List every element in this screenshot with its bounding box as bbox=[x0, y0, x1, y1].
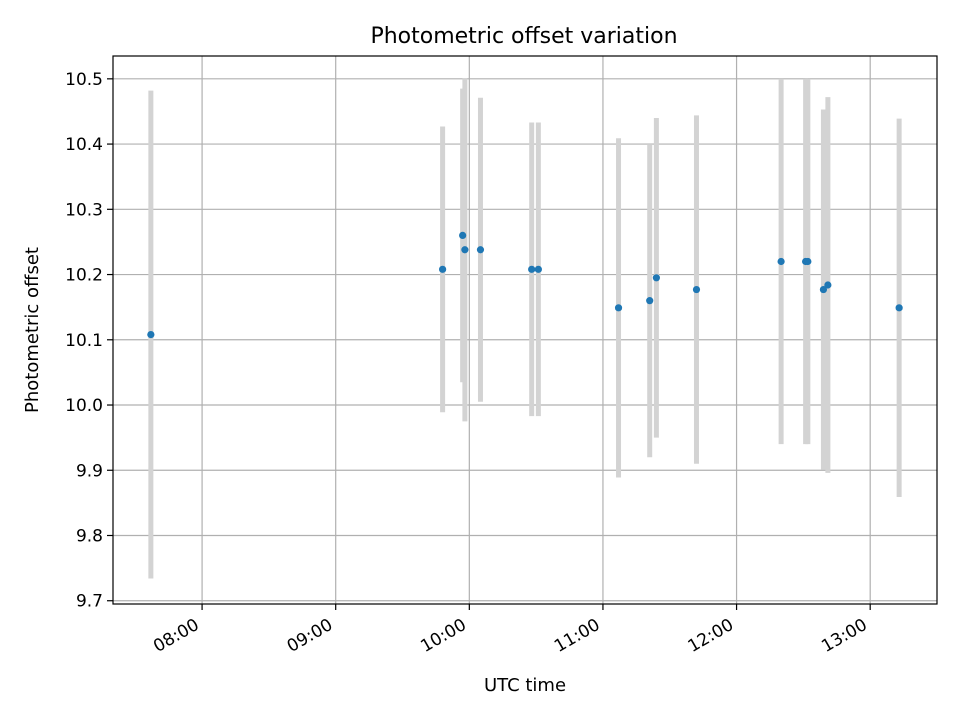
x-tick-label: 12:00 bbox=[685, 615, 737, 657]
data-point bbox=[476, 246, 485, 254]
grid bbox=[113, 56, 937, 604]
x-axis: 08:00 09:00 10:00 11:00 12:00 13:00 bbox=[150, 604, 871, 657]
y-tick-label: 10.4 bbox=[65, 135, 103, 155]
x-tick-label: 08:00 bbox=[150, 615, 202, 657]
error-bars bbox=[148, 78, 902, 579]
data-point bbox=[819, 285, 828, 294]
data-point bbox=[652, 274, 660, 282]
data-point bbox=[534, 265, 542, 273]
data-point bbox=[614, 304, 623, 312]
y-axis: 9.7 9.8 9.9 10.0 10.1 10.2 10.3 10.4 10.5 bbox=[65, 70, 113, 612]
data-point bbox=[528, 265, 536, 273]
data-points bbox=[147, 231, 903, 339]
x-axis-label: UTC time bbox=[484, 675, 566, 696]
data-point bbox=[777, 257, 785, 266]
data-point bbox=[804, 257, 812, 266]
data-point bbox=[439, 265, 447, 273]
data-point bbox=[147, 330, 155, 339]
y-tick-label: 10.0 bbox=[65, 396, 103, 416]
x-tick-label: 13:00 bbox=[818, 615, 870, 657]
y-tick-label: 9.7 bbox=[76, 592, 103, 612]
y-axis-label: Photometric offset bbox=[22, 247, 43, 413]
plot-frame bbox=[112, 55, 938, 605]
data-point bbox=[895, 304, 903, 312]
y-tick-label: 10.5 bbox=[65, 70, 103, 90]
x-tick-label: 09:00 bbox=[284, 615, 336, 657]
data-point bbox=[692, 285, 701, 294]
data-point bbox=[646, 297, 654, 305]
x-tick-label: 10:00 bbox=[417, 615, 469, 657]
y-tick-label: 9.8 bbox=[76, 527, 103, 547]
chart-title: Photometric offset variation bbox=[370, 24, 677, 49]
data-point bbox=[461, 246, 469, 254]
y-tick-label: 9.9 bbox=[76, 461, 103, 481]
y-tick-label: 10.3 bbox=[65, 200, 103, 220]
y-tick-label: 10.1 bbox=[65, 331, 103, 351]
data-point bbox=[824, 281, 832, 289]
data-point bbox=[459, 231, 467, 240]
x-tick-label: 11:00 bbox=[551, 615, 603, 657]
y-tick-label: 10.2 bbox=[65, 266, 103, 286]
